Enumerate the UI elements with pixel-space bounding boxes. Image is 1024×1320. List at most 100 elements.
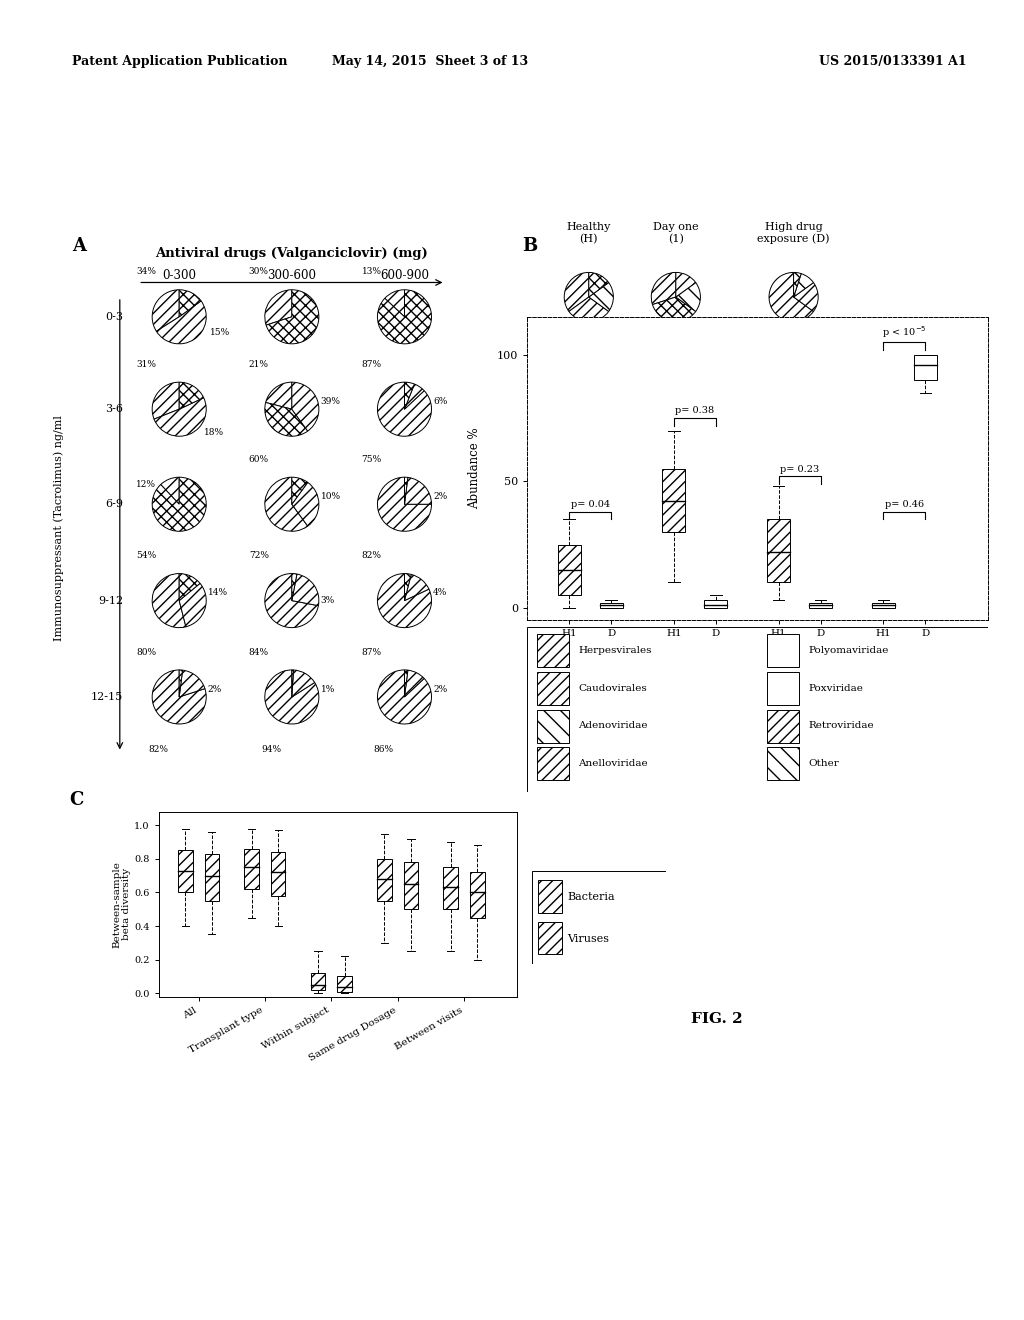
- Text: 2%: 2%: [208, 685, 222, 693]
- Bar: [663, 469, 685, 532]
- Text: Antiviral drugs (Valganciclovir) (mg): Antiviral drugs (Valganciclovir) (mg): [156, 247, 428, 260]
- Text: Poxviridae: Poxviridae: [809, 684, 863, 693]
- Wedge shape: [589, 282, 613, 312]
- Wedge shape: [179, 671, 205, 697]
- Text: 31%: 31%: [136, 360, 157, 368]
- Text: Polyomaviridae: Polyomaviridae: [809, 645, 889, 655]
- Bar: [558, 544, 581, 595]
- Bar: [537, 634, 569, 667]
- Bar: [538, 880, 562, 913]
- Text: A: A: [72, 236, 86, 255]
- Text: 3%: 3%: [321, 597, 335, 605]
- Wedge shape: [292, 383, 318, 432]
- Text: 12-15: 12-15: [91, 692, 123, 702]
- Text: 1%: 1%: [321, 685, 335, 693]
- Wedge shape: [652, 297, 695, 322]
- Text: 34%: 34%: [136, 268, 157, 276]
- Text: 600-900: 600-900: [380, 268, 429, 281]
- Wedge shape: [154, 397, 206, 436]
- Wedge shape: [404, 478, 408, 504]
- Wedge shape: [153, 478, 206, 531]
- Text: 6%: 6%: [433, 397, 447, 405]
- Wedge shape: [769, 272, 813, 322]
- Text: p= 0.46: p= 0.46: [885, 500, 924, 510]
- Text: Healthy
(H): Healthy (H): [566, 222, 611, 244]
- Wedge shape: [292, 482, 318, 527]
- Text: 3-6: 3-6: [104, 404, 123, 414]
- Bar: [310, 973, 326, 990]
- Text: p= 0.04: p= 0.04: [570, 500, 609, 510]
- Wedge shape: [153, 383, 179, 420]
- Wedge shape: [265, 671, 318, 723]
- Bar: [913, 355, 937, 380]
- Wedge shape: [378, 574, 431, 627]
- Bar: [537, 747, 569, 780]
- Wedge shape: [292, 671, 314, 697]
- Text: Herpesvirales: Herpesvirales: [578, 645, 651, 655]
- Wedge shape: [589, 272, 608, 297]
- Text: 13%: 13%: [361, 268, 382, 276]
- Text: 87%: 87%: [361, 648, 382, 656]
- Wedge shape: [292, 574, 297, 601]
- Text: 80%: 80%: [136, 648, 157, 656]
- Wedge shape: [404, 383, 415, 409]
- Text: 300-600: 300-600: [267, 268, 316, 281]
- Text: Day one
(1): Day one (1): [653, 222, 698, 244]
- Wedge shape: [265, 574, 318, 627]
- Wedge shape: [179, 574, 200, 601]
- Wedge shape: [569, 297, 608, 322]
- Bar: [245, 849, 259, 890]
- Text: p < 10$^{-5}$: p < 10$^{-5}$: [882, 323, 927, 339]
- Text: May 14, 2015  Sheet 3 of 13: May 14, 2015 Sheet 3 of 13: [332, 55, 528, 69]
- Wedge shape: [157, 301, 206, 343]
- Text: Viruses: Viruses: [567, 933, 609, 944]
- Bar: [705, 601, 727, 607]
- Bar: [537, 672, 569, 705]
- Text: B: B: [522, 236, 538, 255]
- Text: US 2015/0133391 A1: US 2015/0133391 A1: [819, 55, 967, 69]
- Wedge shape: [404, 574, 412, 601]
- Text: 6-9: 6-9: [104, 499, 123, 510]
- Bar: [767, 672, 800, 705]
- Wedge shape: [153, 671, 206, 723]
- Text: Retroviridae: Retroviridae: [809, 722, 874, 730]
- Text: C: C: [70, 791, 84, 809]
- Text: Immunosuppressant (Tacrolimus) ng/ml: Immunosuppressant (Tacrolimus) ng/ml: [53, 414, 63, 642]
- Text: 72%: 72%: [249, 552, 269, 560]
- Bar: [767, 747, 800, 780]
- Text: 0-300: 0-300: [162, 268, 197, 281]
- Wedge shape: [378, 478, 431, 531]
- Wedge shape: [385, 290, 404, 317]
- Text: 0-3: 0-3: [104, 312, 123, 322]
- Bar: [767, 634, 800, 667]
- Wedge shape: [161, 478, 179, 504]
- Wedge shape: [179, 383, 204, 409]
- Text: 12%: 12%: [136, 480, 157, 488]
- Bar: [205, 854, 219, 900]
- Text: 9-12: 9-12: [97, 595, 123, 606]
- Bar: [470, 873, 484, 917]
- Wedge shape: [564, 272, 589, 312]
- Bar: [767, 519, 791, 582]
- Text: p= 0.38: p= 0.38: [676, 407, 715, 416]
- Wedge shape: [378, 290, 431, 343]
- Text: 87%: 87%: [361, 360, 382, 368]
- Text: 39%: 39%: [321, 397, 341, 405]
- Wedge shape: [651, 272, 676, 305]
- Wedge shape: [404, 574, 429, 601]
- Text: 84%: 84%: [249, 648, 269, 656]
- Wedge shape: [404, 671, 424, 697]
- Wedge shape: [179, 671, 182, 697]
- Wedge shape: [266, 290, 318, 343]
- Text: 10%: 10%: [321, 492, 341, 500]
- Wedge shape: [404, 671, 408, 697]
- Wedge shape: [153, 574, 186, 627]
- Wedge shape: [378, 383, 431, 436]
- Y-axis label: Abundance %: Abundance %: [468, 428, 481, 510]
- Bar: [538, 921, 562, 954]
- Text: Anelloviridae: Anelloviridae: [578, 759, 647, 768]
- Bar: [809, 603, 833, 607]
- Text: 18%: 18%: [204, 429, 224, 437]
- Text: 14%: 14%: [208, 589, 228, 597]
- Wedge shape: [292, 671, 294, 697]
